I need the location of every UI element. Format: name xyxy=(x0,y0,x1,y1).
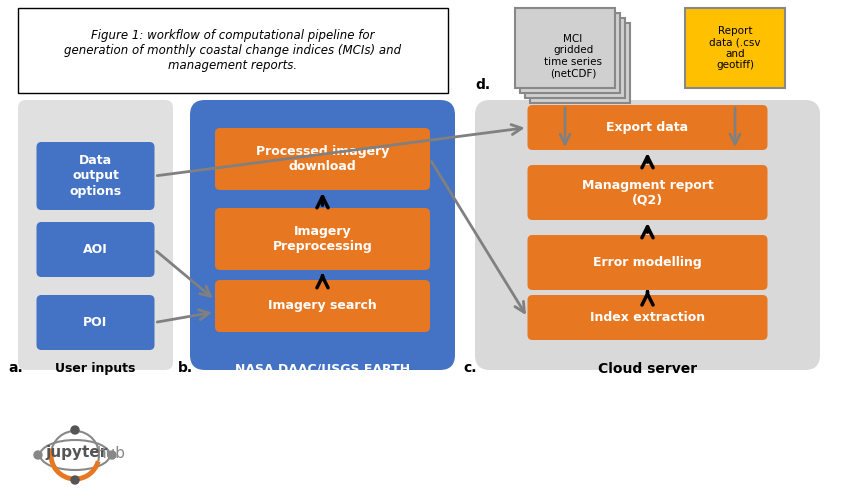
Text: d.: d. xyxy=(475,78,490,92)
FancyBboxPatch shape xyxy=(36,222,154,277)
Text: b.: b. xyxy=(178,361,193,375)
FancyBboxPatch shape xyxy=(527,235,768,290)
Text: Export data: Export data xyxy=(606,121,689,134)
Text: jupyter: jupyter xyxy=(45,446,108,461)
FancyBboxPatch shape xyxy=(18,100,173,370)
FancyBboxPatch shape xyxy=(515,8,615,88)
Text: Imagery
Preprocessing: Imagery Preprocessing xyxy=(273,225,372,253)
Text: Figure 1: workflow of computational pipeline for
generation of monthly coastal c: Figure 1: workflow of computational pipe… xyxy=(65,29,402,72)
FancyBboxPatch shape xyxy=(520,13,620,93)
Text: hub: hub xyxy=(97,446,126,461)
FancyBboxPatch shape xyxy=(527,105,768,150)
FancyBboxPatch shape xyxy=(190,100,455,370)
Text: Imagery search: Imagery search xyxy=(268,299,377,312)
Text: NASA DAAC/USGS EARTH
EXPLORER/GOOGLE EE API: NASA DAAC/USGS EARTH EXPLORER/GOOGLE EE … xyxy=(230,362,415,390)
FancyBboxPatch shape xyxy=(36,142,154,210)
Text: AOI: AOI xyxy=(83,243,108,256)
FancyBboxPatch shape xyxy=(475,100,820,370)
FancyBboxPatch shape xyxy=(685,8,785,88)
Text: Error modelling: Error modelling xyxy=(593,256,702,269)
Circle shape xyxy=(108,451,116,459)
Text: MCI
gridded
time series
(netCDF): MCI gridded time series (netCDF) xyxy=(544,33,602,78)
FancyBboxPatch shape xyxy=(527,295,768,340)
Text: Index extraction: Index extraction xyxy=(590,311,705,324)
FancyBboxPatch shape xyxy=(18,8,448,93)
Text: c.: c. xyxy=(463,361,477,375)
FancyBboxPatch shape xyxy=(525,18,625,98)
Text: Data
output
options: Data output options xyxy=(69,155,121,198)
Circle shape xyxy=(34,451,42,459)
Circle shape xyxy=(71,426,79,434)
Text: User inputs: User inputs xyxy=(56,362,136,375)
FancyBboxPatch shape xyxy=(215,208,430,270)
FancyBboxPatch shape xyxy=(530,23,630,103)
Text: Processed imagery
download: Processed imagery download xyxy=(256,145,389,173)
Text: a.: a. xyxy=(8,361,23,375)
Text: Report
data (.csv
and
geotiff): Report data (.csv and geotiff) xyxy=(709,25,761,70)
Text: POI: POI xyxy=(83,316,108,329)
Text: Cloud server: Cloud server xyxy=(598,362,697,376)
Circle shape xyxy=(71,476,79,484)
FancyBboxPatch shape xyxy=(215,128,430,190)
FancyBboxPatch shape xyxy=(215,280,430,332)
FancyBboxPatch shape xyxy=(527,165,768,220)
FancyBboxPatch shape xyxy=(36,295,154,350)
Text: Managment report
(Q2): Managment report (Q2) xyxy=(582,179,713,207)
